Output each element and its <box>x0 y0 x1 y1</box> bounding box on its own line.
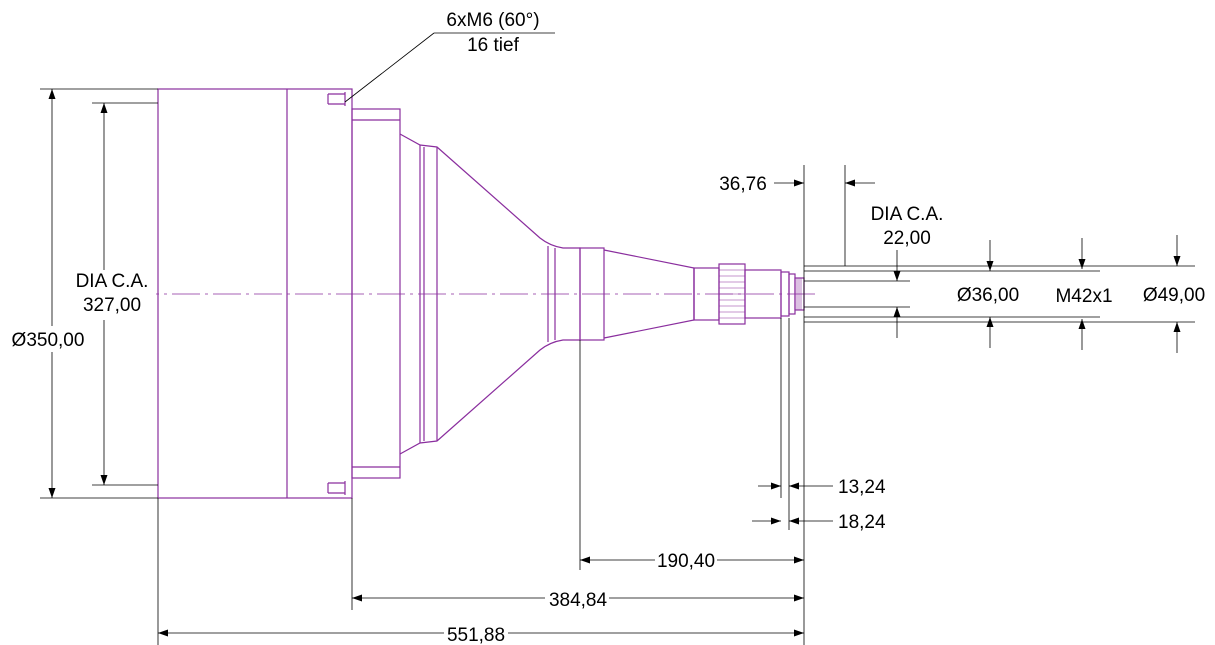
flange <box>351 108 401 479</box>
thread-callout-line1: 6xM6 (60°) <box>446 10 539 31</box>
dimension-lines <box>40 32 1195 645</box>
dia-ca-small-line1: DIA C.A. <box>871 204 944 225</box>
dia-350-label: Ø350,00 <box>12 330 85 351</box>
dim-18-24-label: 18,24 <box>838 512 886 533</box>
m42-label: M42x1 <box>1055 286 1112 307</box>
tapped-hole-bottom <box>327 481 346 495</box>
dim-190-40-label: 190,40 <box>657 551 715 572</box>
dia-36-label: Ø36,00 <box>957 285 1019 306</box>
tapped-hole-top <box>327 92 346 106</box>
dim-13-24-label: 13,24 <box>838 477 886 498</box>
dimension-labels: 6xM6 (60°) 16 tief DIA C.A. 327,00 Ø350,… <box>8 10 1205 645</box>
dim-551-88-label: 551,88 <box>447 625 505 645</box>
dia-49-label: Ø49,00 <box>1143 285 1205 306</box>
main-housing <box>157 88 353 499</box>
dia-ca-large-line1: DIA C.A. <box>76 271 149 292</box>
dim-36-76-label: 36,76 <box>719 174 767 195</box>
thread-callout-line2: 16 tief <box>467 35 519 56</box>
lens-body <box>157 88 805 499</box>
dia-ca-small-line2: 22,00 <box>883 228 931 249</box>
leader-thread-callout <box>344 32 435 103</box>
dim-384-84-label: 384,84 <box>549 590 608 611</box>
dia-ca-large-line2: 327,00 <box>83 295 141 316</box>
